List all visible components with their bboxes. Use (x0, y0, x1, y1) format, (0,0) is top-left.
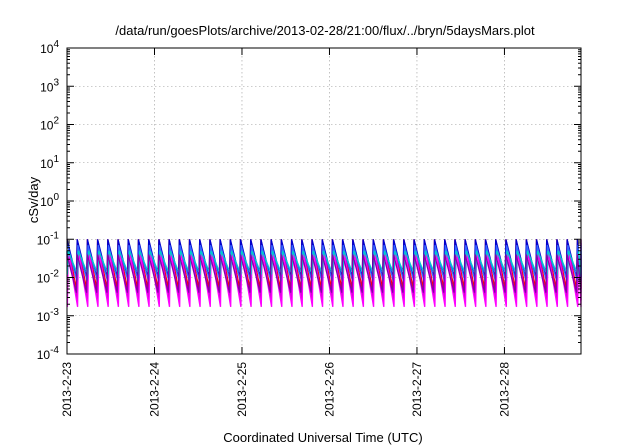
y-tick-label: 100 (40, 192, 59, 209)
x-tick-label: 2013-2-23 (60, 362, 74, 417)
x-tick-label: 2013-2-24 (147, 362, 161, 417)
y-tick-base: 10 (40, 157, 54, 171)
y-tick-exponent: 3 (53, 77, 59, 88)
grid (67, 48, 581, 354)
series-group (66, 239, 582, 308)
y-tick-label: 10-2 (37, 269, 60, 286)
y-tick-label: 103 (40, 77, 59, 94)
x-tick-label: 2013-2-25 (235, 362, 249, 417)
x-axis: 2013-2-23 2013-2-24 2013-2-25 2013-2-26 2013… (60, 48, 511, 417)
x-tick-label: 2013-2-28 (497, 362, 511, 417)
y-tick-exponent: 1 (53, 154, 59, 165)
y-tick-base: 10 (40, 80, 54, 94)
y-tick-exponent: -1 (50, 230, 59, 241)
y-tick-label: 10-4 (37, 345, 60, 362)
x-tick-label: 2013-2-27 (410, 362, 424, 417)
y-tick-exponent: -3 (50, 307, 59, 318)
y-tick-base: 10 (37, 233, 51, 247)
y-tick-label: 10-1 (37, 230, 60, 247)
y-tick-exponent: 2 (53, 116, 59, 127)
y-axis-label: cSv/day (26, 176, 41, 223)
y-tick-base: 10 (37, 272, 51, 286)
y-tick-base: 10 (37, 348, 51, 362)
x-axis-label: Coordinated Universal Time (UTC) (223, 430, 422, 445)
y-tick-label: 10-3 (37, 307, 60, 324)
y-tick-exponent: 4 (53, 39, 59, 50)
y-tick-base: 10 (40, 195, 54, 209)
y-tick-label: 101 (40, 154, 59, 171)
y-tick-base: 10 (40, 119, 54, 133)
y-tick-exponent: -2 (50, 269, 59, 280)
y-tick-label: 102 (40, 116, 59, 133)
y-tick-label: 104 (40, 39, 59, 56)
y-tick-base: 10 (40, 42, 54, 56)
series-line (66, 254, 582, 293)
chart-title: /data/run/goesPlots/archive/2013-02-28/2… (115, 23, 535, 38)
y-tick-exponent: 0 (53, 192, 59, 203)
y-tick-exponent: -4 (50, 345, 59, 356)
y-tick-base: 10 (37, 310, 51, 324)
x-tick-label: 2013-2-26 (322, 362, 336, 417)
